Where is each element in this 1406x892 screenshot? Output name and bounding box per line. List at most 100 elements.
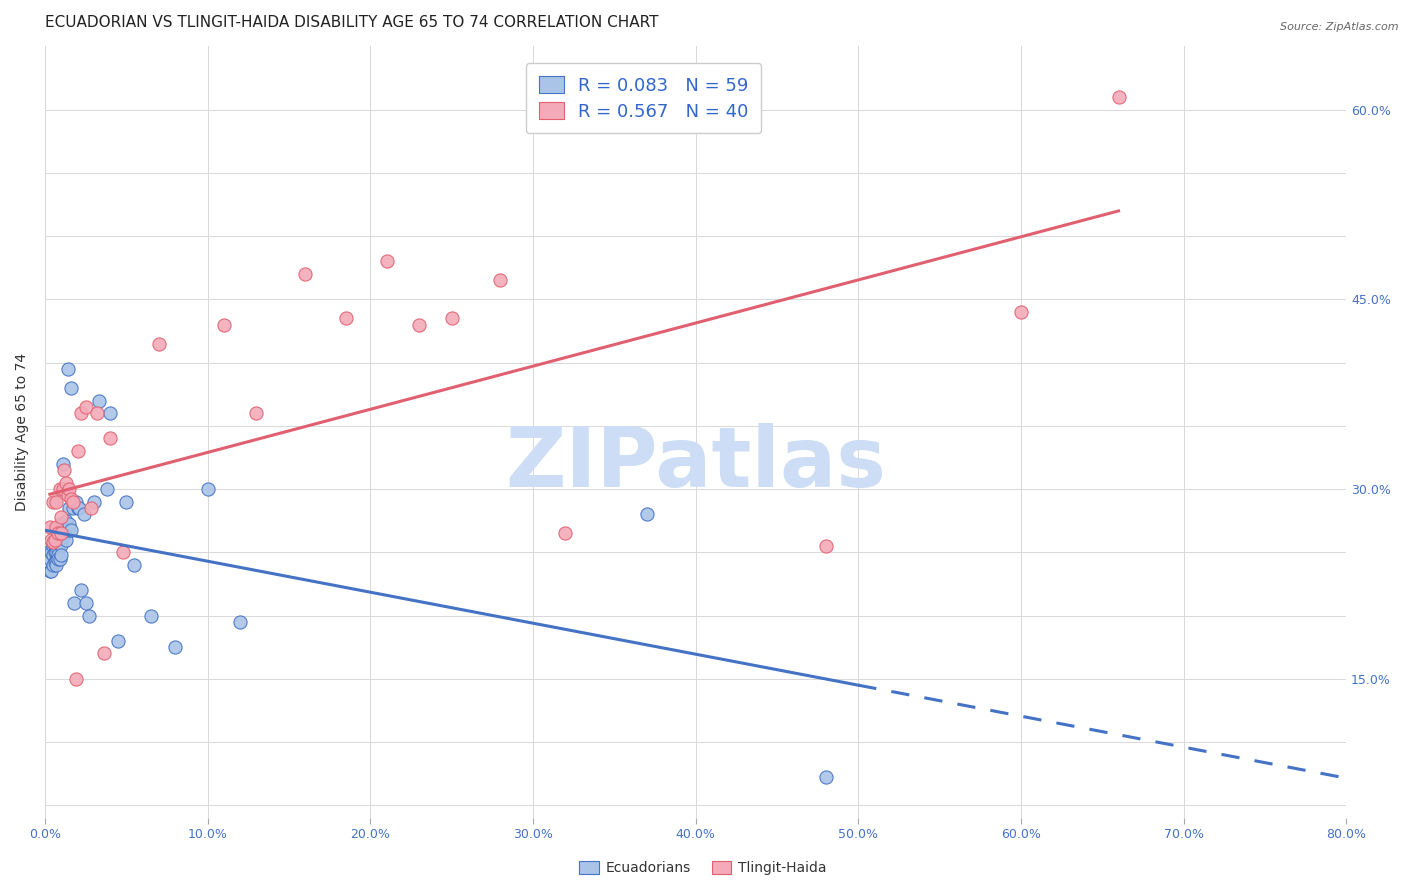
- Point: [58, 501, 80, 516]
- Point: [83, 494, 105, 508]
- Point: [42, 494, 65, 508]
- Point: [75, 596, 97, 610]
- Point: [86, 406, 108, 420]
- Point: [41, 533, 63, 547]
- Point: [79, 501, 101, 516]
- Point: [37, 545, 59, 559]
- Legend: Ecuadorians, Tlingit-Haida: Ecuadorians, Tlingit-Haida: [574, 855, 832, 880]
- Point: [42, 548, 65, 562]
- Point: [56, 523, 79, 537]
- Point: [59, 492, 82, 507]
- Point: [58, 482, 80, 496]
- Point: [98, 432, 121, 446]
- Point: [48, 551, 70, 566]
- Point: [38, 551, 60, 566]
- Point: [115, 494, 138, 508]
- Point: [52, 482, 75, 496]
- Point: [42, 558, 65, 572]
- Point: [165, 640, 187, 655]
- Point: [489, 273, 512, 287]
- Point: [48, 526, 70, 541]
- Point: [51, 509, 73, 524]
- Point: [42, 539, 65, 553]
- Point: [65, 672, 87, 686]
- Point: [139, 608, 162, 623]
- Point: [56, 362, 79, 376]
- Point: [41, 564, 63, 578]
- Point: [66, 501, 89, 516]
- Point: [440, 311, 463, 326]
- Point: [73, 508, 96, 522]
- Point: [45, 558, 67, 572]
- Point: [69, 406, 91, 420]
- Text: Source: ZipAtlas.com: Source: ZipAtlas.com: [1281, 22, 1399, 32]
- Point: [46, 533, 69, 547]
- Point: [63, 596, 86, 610]
- Point: [51, 517, 73, 532]
- Point: [62, 501, 84, 516]
- Text: ECUADORIAN VS TLINGIT-HAIDA DISABILITY AGE 65 TO 74 CORRELATION CHART: ECUADORIAN VS TLINGIT-HAIDA DISABILITY A…: [45, 15, 658, 30]
- Point: [53, 463, 76, 477]
- Point: [44, 545, 66, 559]
- Point: [96, 482, 118, 496]
- Point: [98, 406, 121, 420]
- Point: [294, 267, 316, 281]
- Point: [148, 336, 170, 351]
- Point: [53, 526, 76, 541]
- Point: [636, 508, 658, 522]
- Point: [46, 551, 69, 566]
- Point: [42, 535, 65, 549]
- Point: [67, 501, 90, 516]
- Point: [45, 535, 67, 549]
- Point: [44, 533, 66, 547]
- Point: [55, 475, 77, 490]
- Point: [65, 494, 87, 508]
- Point: [51, 526, 73, 541]
- Point: [45, 520, 67, 534]
- Point: [51, 548, 73, 562]
- Point: [59, 523, 82, 537]
- Point: [408, 318, 430, 332]
- Point: [46, 526, 69, 541]
- Point: [245, 406, 267, 420]
- Point: [1010, 305, 1032, 319]
- Point: [69, 583, 91, 598]
- Point: [52, 457, 75, 471]
- Point: [77, 608, 100, 623]
- Point: [45, 545, 67, 559]
- Point: [87, 393, 110, 408]
- Point: [814, 539, 837, 553]
- Point: [375, 254, 398, 268]
- Point: [66, 444, 89, 458]
- Point: [212, 318, 235, 332]
- Point: [58, 517, 80, 532]
- Point: [55, 533, 77, 547]
- Point: [107, 633, 129, 648]
- Point: [46, 548, 69, 562]
- Point: [554, 526, 576, 541]
- Point: [55, 514, 77, 528]
- Point: [93, 647, 115, 661]
- Point: [46, 542, 69, 557]
- Point: [44, 556, 66, 570]
- Point: [48, 482, 70, 496]
- Point: [53, 523, 76, 537]
- Y-axis label: Disability Age 65 to 74: Disability Age 65 to 74: [15, 353, 30, 511]
- Point: [45, 494, 67, 508]
- Point: [51, 538, 73, 552]
- Legend: R = 0.083   N = 59, R = 0.567   N = 40: R = 0.083 N = 59, R = 0.567 N = 40: [526, 63, 761, 133]
- Point: [56, 488, 79, 502]
- Point: [38, 520, 60, 534]
- Point: [1108, 90, 1130, 104]
- Point: [59, 381, 82, 395]
- Point: [44, 539, 66, 553]
- Point: [75, 400, 97, 414]
- Point: [197, 482, 219, 496]
- Point: [62, 494, 84, 508]
- Point: [52, 530, 75, 544]
- Point: [45, 554, 67, 568]
- Point: [112, 545, 135, 559]
- Point: [38, 564, 60, 578]
- Point: [229, 615, 252, 629]
- Point: [51, 530, 73, 544]
